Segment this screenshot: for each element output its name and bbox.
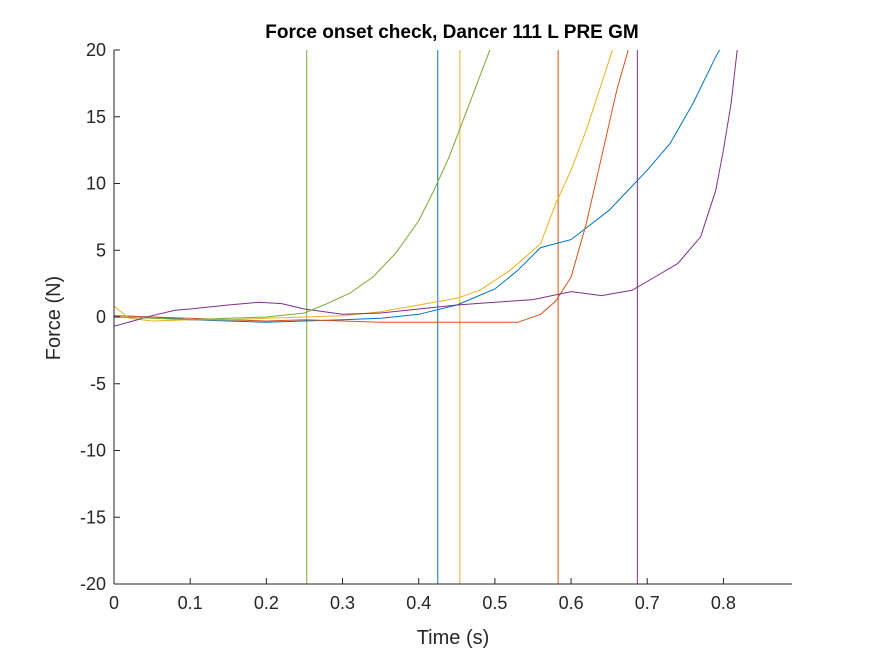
series-line-1 [114, 50, 721, 323]
y-tick-label: 20 [86, 40, 106, 60]
x-tick-label: 0.5 [482, 593, 507, 613]
y-tick-label: 0 [96, 307, 106, 327]
y-tick-label: 15 [86, 107, 106, 127]
y-axis-label: Force (N) [43, 276, 65, 360]
chart-title: Force onset check, Dancer 111 L PRE GM [265, 22, 638, 43]
y-tick-label: -15 [80, 507, 106, 527]
y-tick-label: 10 [86, 174, 106, 194]
axes: 0 0.1 0.2 0.3 0.4 0.5 0.6 0.7 0.8 -20 -15 -10 -5 0 5 10… [80, 40, 792, 613]
y-tick-label: -20 [80, 574, 106, 594]
y-tick-label: 5 [96, 240, 106, 260]
x-tick-label: 0.6 [559, 593, 584, 613]
x-tick-label: 0 [109, 593, 119, 613]
y-tick-label: -10 [80, 441, 106, 461]
data-lines [114, 50, 738, 584]
x-tick-label: 0.4 [406, 593, 431, 613]
y-tick-label: -5 [90, 374, 106, 394]
x-axis-label: Time (s) [417, 627, 490, 649]
x-tick-label: 0.7 [635, 593, 660, 613]
x-tick-label: 0.3 [330, 593, 355, 613]
x-tick-label: 0.2 [254, 593, 279, 613]
series-line-5 [114, 50, 491, 321]
x-tick-label: 0.1 [178, 593, 203, 613]
series-line-4 [114, 50, 738, 327]
x-tick-label: 0.8 [711, 593, 736, 613]
